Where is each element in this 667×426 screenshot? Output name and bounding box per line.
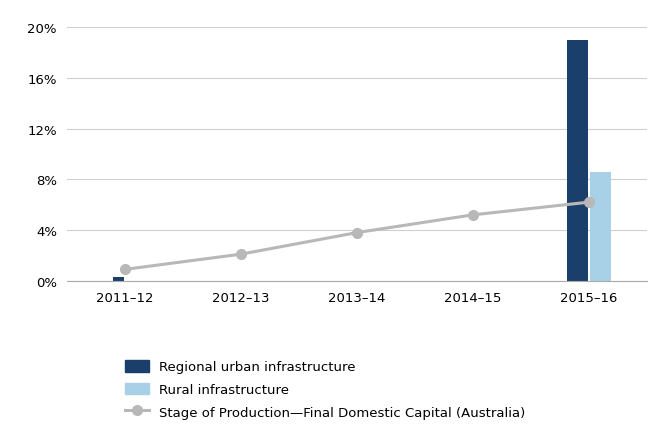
Bar (567, 40, 588, 281)
Bar (113, 277, 123, 281)
Legend: Regional urban infrastructure, Rural infrastructure, Stage of Production—Final D: Regional urban infrastructure, Rural inf… (119, 355, 531, 424)
Bar (590, 172, 611, 281)
